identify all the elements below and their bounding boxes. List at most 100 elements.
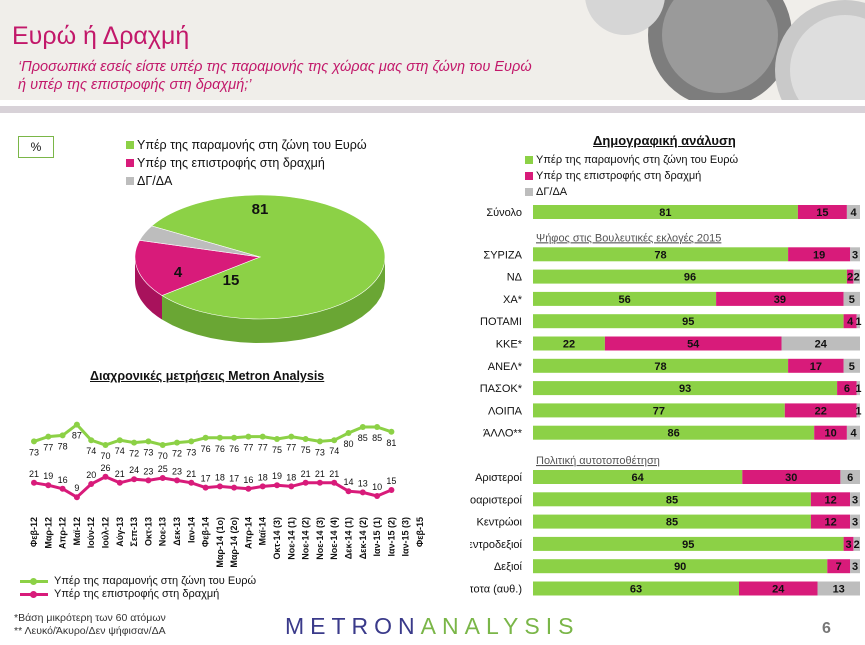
x-axis-tick-label: Νοε-14 (4)	[329, 517, 339, 560]
bar-segment	[814, 425, 847, 440]
x-axis-tick-label: Ιαν-15 (1)	[372, 517, 382, 557]
group-title: Ψήφος στις Βουλευτικές εκλογές 2015	[536, 232, 721, 244]
bar-data-label: 1	[855, 405, 861, 417]
trend-point-drachma	[31, 479, 37, 486]
bar-row-label: ΛΟΙΠΑ	[488, 405, 523, 417]
bar-segment	[784, 403, 857, 418]
bar-data-label: 22	[815, 405, 827, 417]
bar-segment	[810, 492, 851, 507]
trend-data-label: 75	[301, 445, 311, 455]
trend-point-euro	[102, 442, 109, 448]
trend-point-drachma	[216, 483, 223, 490]
bar-data-label: 56	[618, 294, 630, 306]
legend-item-euro: Υπέρ της παραμονής στη ζώνη του Ευρώ	[525, 152, 738, 168]
pie-slice	[139, 225, 261, 258]
bar-data-label: 2	[854, 539, 860, 551]
bar-segment	[843, 358, 860, 373]
legend-item-drachma: Υπέρ της επιστροφής στη δραχμή	[126, 154, 367, 172]
trend-data-label: 14	[343, 477, 353, 487]
bar-data-label: 17	[810, 361, 822, 373]
bar-data-label: 22	[563, 339, 575, 351]
trend-data-label: 74	[115, 446, 125, 456]
bar-data-label: 6	[847, 472, 853, 484]
trend-point-euro	[231, 434, 238, 441]
trend-data-label: 77	[258, 443, 268, 453]
x-axis-tick-label: Μαϊ-12	[72, 517, 82, 546]
trend-point-drachma	[88, 481, 95, 487]
trend-line-euro	[33, 422, 392, 447]
trend-point-drachma	[45, 482, 52, 489]
bar-data-label: 4	[850, 207, 857, 219]
legend-swatch	[20, 591, 48, 598]
bar-row-label: ΆΛΛΟ**	[483, 428, 523, 440]
page-number: 6	[822, 620, 831, 637]
bar-row-label: Τίποτα (αυθ.)	[470, 584, 522, 596]
trend-data-label: 72	[129, 449, 139, 459]
trend-point-euro	[59, 432, 66, 439]
bar-data-label: 24	[772, 584, 785, 596]
trend-data-label: 25	[158, 464, 168, 474]
bar-segment	[533, 403, 785, 418]
trend-data-label: 70	[158, 451, 168, 461]
trend-point-euro	[45, 433, 52, 440]
bar-segment	[827, 559, 851, 574]
bar-segment	[533, 336, 605, 351]
bar-data-label: 77	[653, 405, 665, 417]
bar-data-label: 63	[630, 584, 642, 596]
bar-segment	[533, 492, 811, 507]
trend-point-euro	[116, 437, 123, 444]
bar-data-label: 90	[674, 561, 686, 573]
question-text: ‘Προσωπικά εσείς είστε υπέρ της παραμονή…	[18, 59, 532, 93]
trend-data-label: 20	[86, 470, 96, 480]
trend-point-drachma	[245, 485, 252, 492]
trend-data-label: 24	[129, 465, 139, 475]
trend-point-euro	[73, 421, 80, 428]
trend-point-euro	[31, 438, 37, 445]
bar-row-label: ΑΝΕΛ*	[488, 361, 523, 373]
trend-data-label: 77	[43, 443, 53, 453]
bar-data-label: 4	[850, 428, 857, 440]
bar-segment	[843, 291, 860, 306]
trend-data-label: 17	[201, 474, 211, 484]
trend-data-label: 21	[29, 469, 39, 479]
trend-point-drachma	[102, 473, 109, 480]
trend-data-label: 73	[186, 447, 196, 457]
trend-point-drachma	[274, 482, 280, 489]
x-axis-tick-label: Φεβ-12	[29, 517, 39, 547]
x-axis-tick-label: Μαρ-14 (1ο)	[215, 517, 225, 568]
bar-data-label: 30	[785, 472, 797, 484]
trend-data-label: 80	[343, 439, 353, 449]
x-axis-tick-label: Νοε-14 (2)	[301, 517, 311, 560]
decorative-header-image	[545, 0, 865, 100]
trend-point-euro	[202, 434, 209, 441]
bar-segment	[853, 536, 860, 551]
legend-label: ΔΓ/ΔΑ	[137, 174, 173, 188]
bar-segment	[846, 425, 860, 440]
footnote-line: *Βάση μικρότερη των 60 ατόμων	[14, 612, 166, 624]
trend-point-euro	[159, 442, 166, 448]
bar-segment	[716, 291, 844, 306]
x-axis-tick-label: Ιούλ-12	[101, 517, 111, 548]
bar-segment	[817, 581, 860, 596]
bar-data-label: 3	[852, 517, 858, 529]
trend-point-euro	[388, 428, 395, 435]
trend-data-label: 19	[43, 471, 53, 481]
trend-point-drachma	[202, 484, 209, 491]
bar-segment	[846, 205, 860, 219]
trend-point-drachma	[145, 477, 152, 484]
legend-item-euro: Υπέρ της παραμονής στη ζώνη του Ευρώ	[126, 136, 367, 154]
x-axis-tick-label: Οκτ-13	[143, 517, 153, 546]
bar-data-label: 54	[687, 339, 700, 351]
bar-data-label: 6	[844, 383, 850, 395]
trend-data-label: 76	[229, 444, 239, 454]
bar-data-label: 4	[847, 316, 854, 328]
trend-data-label: 76	[215, 444, 225, 454]
legend-swatch	[126, 159, 134, 167]
logo-part: METRON	[285, 613, 421, 639]
pie-data-label: 15	[223, 272, 240, 289]
footnote: *Βάση μικρότερη των 60 ατόμων ** Λευκό/Ά…	[14, 612, 166, 638]
trend-data-label: 21	[115, 469, 125, 479]
x-axis-tick-label: Νοε-13	[158, 517, 168, 546]
bar-segment	[533, 559, 828, 574]
